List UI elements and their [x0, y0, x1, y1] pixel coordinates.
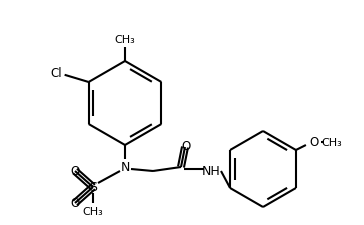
Text: O: O: [181, 139, 191, 152]
Text: CH₃: CH₃: [115, 35, 135, 45]
Text: CH₃: CH₃: [321, 137, 342, 147]
Text: CH₃: CH₃: [83, 206, 103, 216]
Text: Cl: Cl: [51, 67, 63, 80]
Text: O: O: [70, 197, 80, 209]
Text: O: O: [70, 165, 80, 178]
Text: N: N: [120, 161, 130, 174]
Text: S: S: [89, 181, 97, 194]
Text: O: O: [309, 136, 318, 149]
Text: NH: NH: [202, 165, 220, 178]
